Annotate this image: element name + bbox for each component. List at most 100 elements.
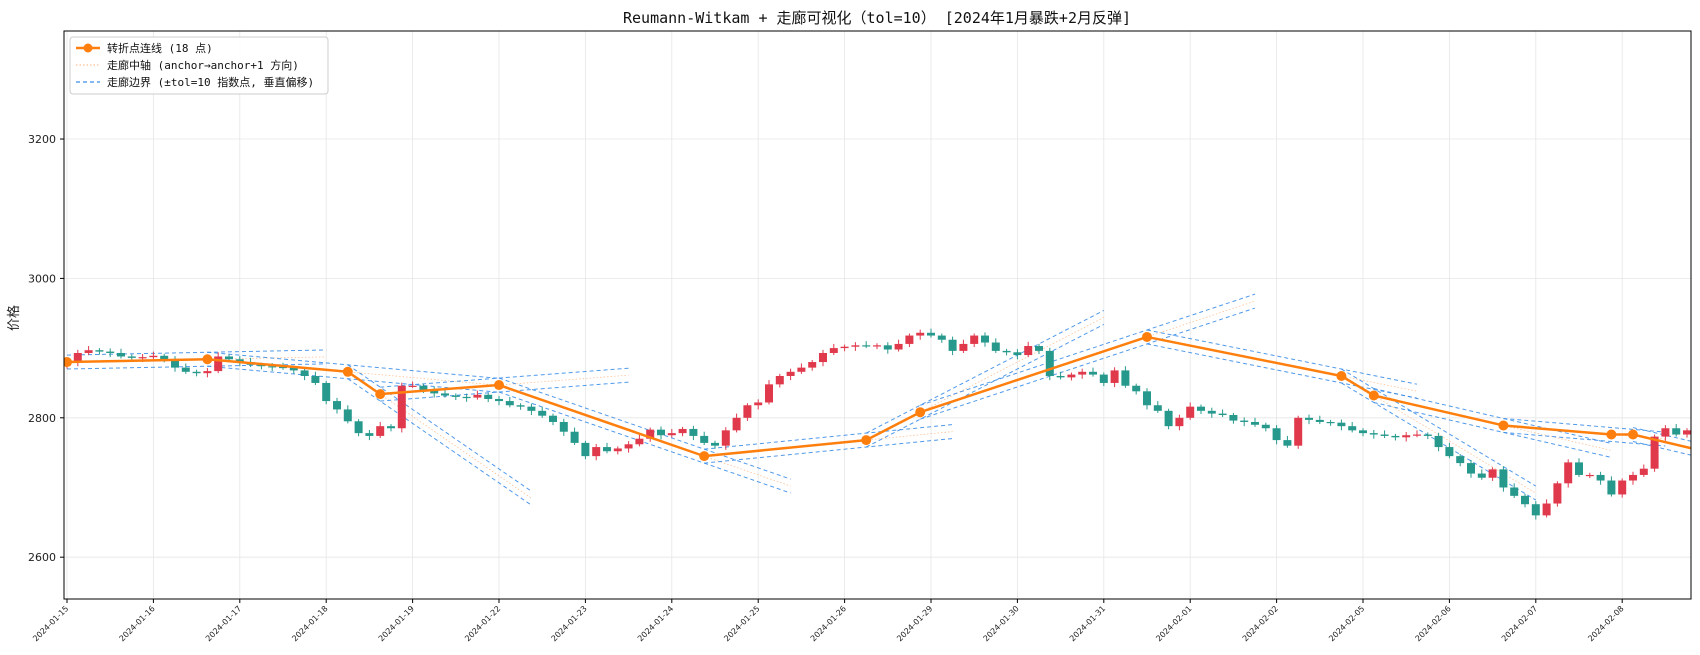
candle-body (1607, 480, 1616, 495)
candle-body (1575, 462, 1583, 475)
legend-box (69, 36, 329, 95)
corridor-boundary-line (347, 378, 532, 506)
candle-body (1067, 374, 1076, 378)
corridor-axis-line (1373, 395, 1612, 451)
candle-body (959, 343, 968, 351)
candle-body (300, 370, 309, 376)
corridor-boundary-line (1146, 343, 1418, 399)
candle-body (73, 352, 82, 363)
candle-body (581, 442, 590, 457)
candle-body (1207, 410, 1216, 414)
y-tick-label: 3000 (28, 272, 56, 285)
candle-body (1369, 433, 1378, 435)
corridor-boundary-line (66, 363, 327, 370)
candle-body (354, 421, 363, 434)
candle-body (1456, 456, 1465, 464)
candle-body (667, 433, 676, 436)
candle-body (1402, 435, 1411, 438)
candle-body (1683, 430, 1691, 435)
corridor-boundary-line (865, 323, 1105, 448)
candles-layer (64, 328, 1691, 520)
corridor-boundary-line (498, 377, 791, 480)
candle-body (387, 426, 395, 429)
turning-point-marker (1628, 429, 1638, 440)
y-axis-label: 价格 (6, 305, 22, 331)
candle-body (408, 385, 417, 387)
candle-body (559, 421, 568, 432)
candle-body (991, 342, 1000, 351)
legend-item-corridor-boundary: 走廊边界 (±tol=10 指数点, 垂直偏移) (107, 75, 314, 89)
candle-body (1132, 385, 1141, 392)
candle-body (1089, 371, 1097, 375)
plot-frame (63, 30, 1692, 600)
corridor-boundary-line (920, 307, 1256, 420)
corridor-boundary-line (498, 391, 791, 494)
candle-body (1186, 406, 1195, 418)
candle-body (538, 410, 547, 416)
candle-body (419, 385, 428, 390)
candle-body (1013, 352, 1022, 356)
candle-body (786, 371, 795, 376)
candle-body (851, 345, 860, 347)
candle-body (117, 352, 125, 357)
candle-body (635, 438, 644, 445)
legend-item-corridor-axis: 走廊中轴 (anchor→anchor+1 方向) (107, 58, 299, 72)
candle-body (1477, 473, 1486, 478)
corridor-axis-line (866, 317, 1104, 441)
candle-body (1542, 503, 1551, 516)
candle-body (138, 357, 147, 359)
candle-body (711, 442, 719, 446)
corridor-axis-line (380, 374, 629, 395)
candle-body (484, 394, 493, 399)
chart-title: Reumann-Witkam + 走廊可视化（tol=10） [2024年1月暴… (623, 9, 1131, 27)
plot-area (64, 293, 1691, 520)
candle-body (1110, 370, 1119, 383)
candle-body (451, 395, 460, 397)
candle-body (657, 429, 665, 436)
candle-body (981, 335, 989, 343)
legend: 转折点连线 (18 点) 走廊中轴 (anchor→anchor+1 方向) 走… (69, 36, 329, 95)
candle-body (678, 428, 687, 434)
candle-body (549, 415, 557, 422)
candle-body (862, 345, 871, 347)
corridor-boundary-line (347, 364, 532, 492)
candle-body (311, 375, 320, 383)
candle-body (1024, 346, 1033, 356)
candle-body (343, 409, 352, 422)
candle-body (225, 356, 233, 360)
candle-body (1585, 474, 1594, 477)
candle-body (1143, 391, 1151, 406)
candle-body (1229, 415, 1238, 421)
candle-body (84, 350, 93, 353)
candle-body (1553, 483, 1562, 504)
corridor-axis-line (347, 371, 532, 499)
turning-point-marker (1606, 429, 1617, 440)
candle-body (127, 356, 136, 358)
candle-body (1121, 370, 1130, 386)
candle-body (1197, 406, 1205, 411)
candle-body (624, 444, 633, 449)
candle-body (365, 433, 374, 436)
candle-body (1315, 419, 1324, 422)
candle-body (1251, 421, 1259, 425)
corridor-boundary-line (1503, 431, 1666, 447)
corridor-boundary-line (1146, 329, 1418, 385)
corridor-boundary-line (1373, 401, 1612, 458)
candle-body (840, 346, 849, 349)
candle-body (1272, 428, 1281, 441)
candle-body (1380, 434, 1389, 436)
turning-point-marker (699, 451, 710, 462)
y-axis-ticks: 2600 2800 3000 3200 (28, 133, 64, 564)
corridor-boundary-line (1503, 417, 1666, 433)
candle-body (1499, 469, 1508, 488)
candle-body (1445, 447, 1454, 457)
candle-body (1359, 430, 1367, 434)
turning-point-marker (861, 435, 872, 446)
candle-body (1099, 374, 1108, 383)
candle-body (1283, 440, 1292, 446)
candle-body (808, 362, 817, 368)
candle-body (1423, 434, 1432, 436)
candle-body (214, 356, 223, 372)
candle-body (894, 343, 903, 350)
